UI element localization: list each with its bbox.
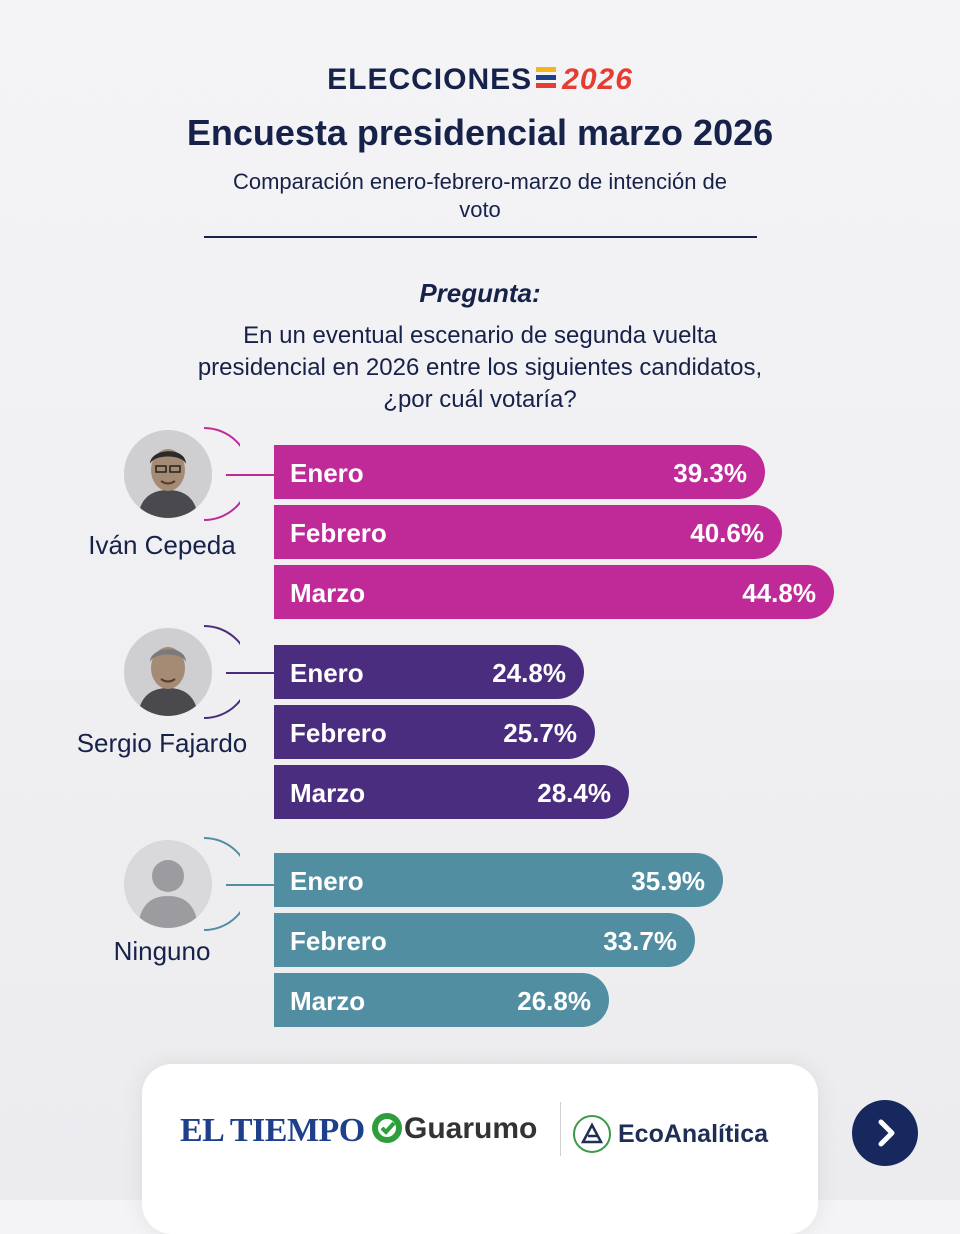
bar-value-label: 35.9% bbox=[631, 866, 705, 896]
bar-category-label: Enero bbox=[290, 458, 364, 488]
bar-category-label: Marzo bbox=[290, 986, 366, 1016]
ninguno-bar-marzo: Marzo 26.8% bbox=[274, 973, 609, 1027]
ecoanalitica-logo: EcoAnalítica bbox=[572, 1114, 768, 1154]
ivan-cepeda-connector bbox=[226, 474, 274, 476]
flag-stripes-icon bbox=[536, 67, 557, 88]
bar-value-label: 33.7% bbox=[603, 926, 677, 956]
bar-value-label: 28.4% bbox=[537, 778, 611, 808]
sergio-fajardo-connector bbox=[226, 672, 274, 674]
ninguno-bar-febrero: Febrero 33.7% bbox=[274, 913, 695, 967]
bar-category-label: Febrero bbox=[290, 718, 387, 748]
bar-value-label: 40.6% bbox=[690, 518, 764, 548]
guarumo-icon bbox=[372, 1113, 402, 1143]
ninguno-name: Ninguno bbox=[113, 936, 211, 966]
chevron-right-icon bbox=[878, 1119, 895, 1147]
ninguno-arc bbox=[203, 837, 240, 931]
page-subtitle: Comparación enero-febrero-marzo de inten… bbox=[232, 169, 728, 222]
question-label: Pregunta: bbox=[419, 278, 541, 308]
ivan-cepeda-bar-enero: Enero 39.3% bbox=[274, 445, 765, 499]
bar-category-label: Enero bbox=[290, 658, 364, 688]
guarumo-text: Guarumo bbox=[404, 1112, 538, 1145]
ivan-cepeda-arc bbox=[203, 427, 240, 521]
page-title: Encuesta presidencial marzo 2026 bbox=[186, 112, 774, 153]
bar-category-label: Febrero bbox=[290, 518, 387, 548]
bar-value-label: 26.8% bbox=[517, 986, 591, 1016]
ninguno-avatar bbox=[124, 840, 212, 928]
sergio-fajardo-bar-enero: Enero 24.8% bbox=[274, 645, 584, 699]
ecoanalitica-icon bbox=[573, 1115, 611, 1153]
bar-category-label: Febrero bbox=[290, 926, 387, 956]
logo-divider bbox=[560, 1102, 561, 1156]
brand-year: 2026 bbox=[562, 63, 633, 96]
bar-value-label: 25.7% bbox=[503, 718, 577, 748]
divider bbox=[204, 236, 757, 238]
sergio-fajardo-bar-febrero: Febrero 25.7% bbox=[274, 705, 595, 759]
bar-category-label: Marzo bbox=[290, 578, 366, 608]
next-button[interactable] bbox=[852, 1100, 918, 1166]
brand-word: ELECCIONES bbox=[327, 63, 533, 96]
sergio-fajardo-arc bbox=[203, 625, 240, 719]
sergio-fajardo-bar-marzo: Marzo 28.4% bbox=[274, 765, 629, 819]
ivan-cepeda-bar-febrero: Febrero 40.6% bbox=[274, 505, 782, 559]
sergio-fajardo-avatar bbox=[124, 628, 212, 716]
question-text: En un eventual escenario de segunda vuel… bbox=[197, 322, 763, 413]
ivan-cepeda-avatar bbox=[124, 430, 212, 518]
bar-value-label: 24.8% bbox=[492, 658, 566, 688]
ivan-cepeda-bar-marzo: Marzo 44.8% bbox=[274, 565, 834, 619]
ninguno-connector bbox=[226, 884, 274, 886]
ecoanalitica-text: EcoAnalítica bbox=[618, 1120, 769, 1148]
guarumo-logo: Guarumo bbox=[372, 1112, 537, 1146]
ivan-cepeda-name: Iván Cepeda bbox=[88, 530, 236, 560]
sergio-fajardo-name: Sergio Fajardo bbox=[76, 728, 248, 758]
ninguno-bar-enero: Enero 35.9% bbox=[274, 853, 723, 907]
bar-value-label: 39.3% bbox=[673, 458, 747, 488]
el-tiempo-logo: EL TIEMPO bbox=[180, 1112, 365, 1149]
bar-category-label: Enero bbox=[290, 866, 364, 896]
bar-value-label: 44.8% bbox=[742, 578, 816, 608]
elecciones-2026-logo: ELECCIONES 2026 bbox=[0, 60, 960, 100]
bar-category-label: Marzo bbox=[290, 778, 366, 808]
